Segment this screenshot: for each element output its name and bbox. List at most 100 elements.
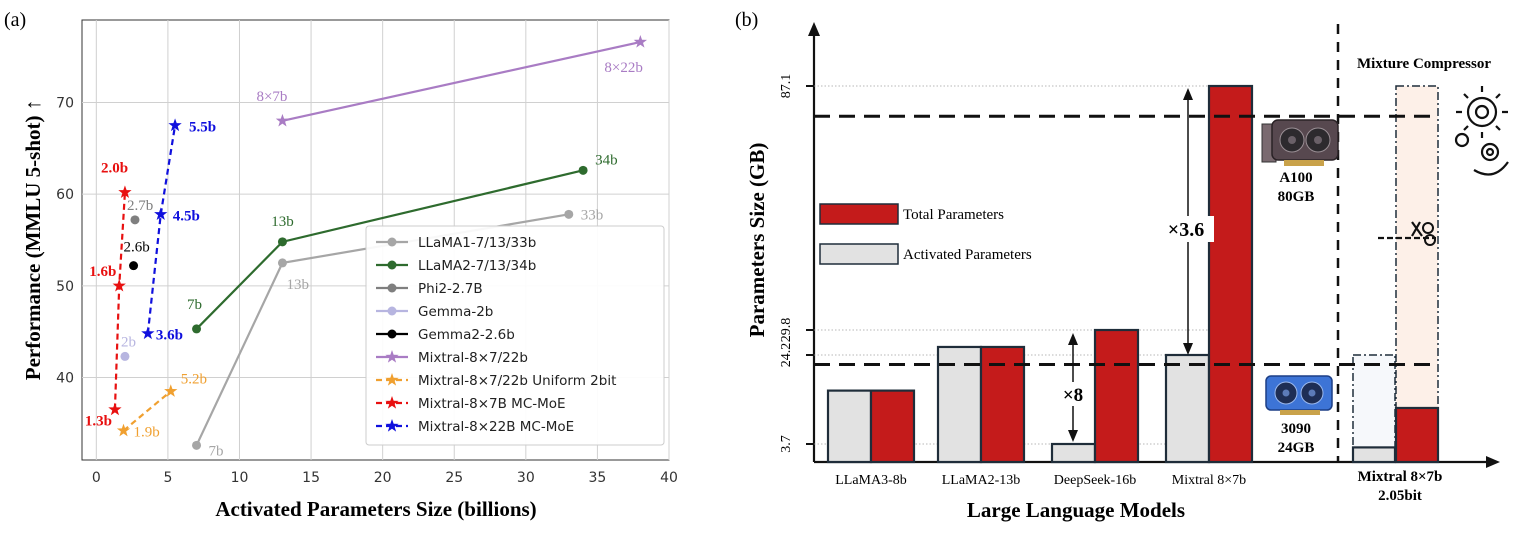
legend-entry: Mixtral-8×7B MC-MoE	[418, 396, 566, 412]
ratio-label-bg-deepseek	[1054, 382, 1092, 406]
y-ticks-b: 3.7 24.229.8 87.1	[779, 74, 814, 453]
data-point	[129, 261, 139, 271]
x-tick-label: LLaMA2-13b	[942, 473, 1021, 488]
legend-marker	[387, 237, 397, 247]
panel-b-label: (b)	[735, 9, 758, 31]
point-label: 2.7b	[127, 198, 153, 214]
legend-marker	[387, 329, 397, 339]
rtx3090-capacity: 24GB	[1278, 440, 1315, 456]
ghost-bar-total	[1395, 85, 1439, 463]
legend-marker	[387, 283, 397, 293]
compressed-bar-total	[1394, 406, 1440, 464]
series-line	[282, 40, 641, 122]
x-tick-label: DeepSeek-16b	[1054, 473, 1136, 488]
x-tick-label: LLaMA3-8b	[835, 473, 907, 488]
series-line	[122, 390, 172, 432]
gear-icon	[1454, 86, 1509, 176]
point-label: 1.6b	[89, 264, 116, 280]
data-point	[277, 258, 287, 268]
x-tick-label: 40	[660, 470, 678, 486]
data-point	[578, 165, 588, 175]
y-tick-label: 50	[56, 279, 74, 295]
x-tick-label: 5	[163, 470, 172, 486]
point-label: 8×7b	[256, 89, 287, 105]
y-tick-label: 87.1	[779, 74, 794, 99]
point-label: 1.9b	[134, 425, 160, 441]
y-axis-title-a: Performance (MMLU 5-shot) ↑	[21, 100, 45, 381]
point-label: 8×22b	[604, 60, 642, 76]
legend-marker	[387, 260, 397, 270]
ticks-a: 0 5 10 15 20 25 30 35 40 40 50 60 70	[56, 96, 678, 487]
series-4: 2.6b	[124, 240, 150, 271]
ratio-label-mixtral: ×3.6	[1168, 219, 1204, 241]
ratio-label-deepseek: ×8	[1063, 385, 1083, 406]
a100-label: A100	[1279, 170, 1312, 186]
y-axis-title-b: Parameters Size (GB)	[745, 143, 769, 338]
point-label: 2.6b	[124, 240, 150, 256]
legend-swatch-total	[819, 203, 899, 225]
x-tick-label: Mixtral 8×7b	[1172, 473, 1246, 488]
data-point	[277, 237, 287, 247]
legend-box	[365, 225, 665, 446]
x-tick-label: 10	[231, 470, 249, 486]
bar-activated	[936, 345, 983, 464]
legend-label-total: Total Parameters	[903, 207, 1004, 223]
legend-entry: Mixtral-8×7/22b Uniform 2bit	[418, 373, 616, 389]
a100-capacity: 80GB	[1278, 189, 1315, 205]
legend-entry: Mixtral-8×22B MC-MoE	[418, 419, 574, 435]
ratio-label-bg-mixtral	[1158, 216, 1214, 242]
y-tick-label: 24.2	[779, 343, 794, 368]
x-tick-label: 15	[302, 470, 320, 486]
data-point	[192, 440, 202, 450]
bar-activated	[1050, 442, 1097, 464]
bar-activated	[826, 389, 873, 464]
x-axis-arrow	[1486, 456, 1500, 468]
data-point	[120, 351, 130, 361]
y-tick-label: 29.8	[779, 318, 794, 343]
compressed-model-sublabel: 2.05bit	[1378, 488, 1422, 504]
legend-a: LLaMA1-7/13/33b LLaMA2-7/13/34b Phi2-2.7B G…	[365, 225, 665, 446]
series-2: 2.7b	[127, 198, 153, 225]
compressed-model-label: Mixtral 8×7b	[1358, 469, 1443, 485]
y-tick-label: 70	[56, 96, 74, 112]
x-tick-label: 30	[517, 470, 535, 486]
series-1: 7b 13b 34b	[187, 152, 618, 334]
mixture-compressor-title: Mixture Compressor	[1357, 56, 1491, 72]
ratio-arrowhead-bottom-mixtral	[1183, 343, 1193, 355]
x-axis-title-b: Large Language Models	[967, 498, 1185, 522]
data-point	[130, 215, 140, 225]
legend-entry: Phi2-2.7B	[418, 281, 483, 297]
point-label: 2b	[121, 334, 136, 350]
point-label: 13b	[286, 277, 309, 293]
legend-label-activated: Activated Parameters	[903, 247, 1032, 263]
legend-entry: LLaMA2-7/13/34b	[418, 258, 536, 274]
bar-total	[1093, 328, 1140, 464]
bar-total	[1207, 84, 1254, 464]
bar-activated	[1164, 353, 1211, 464]
bar-total	[869, 389, 916, 464]
bars-b	[826, 84, 1440, 464]
series-a: 7b 13b 33b 7b 13b 34b 2.7b 2b 2.6b 8×7b 8×22b 1.9b 5…	[85, 35, 648, 459]
y-tick-label: 60	[56, 187, 74, 203]
gpu-capacity-lines	[814, 114, 1438, 367]
legend-swatch-activated	[819, 243, 899, 265]
ghost-bar-activated	[1352, 354, 1396, 463]
x-tick-label: 35	[589, 470, 607, 486]
series-8: 3.6b 4.5b 5.5b	[141, 118, 216, 344]
ratio-arrowhead-top-mixtral	[1183, 88, 1193, 100]
rtx3090-label: 3090	[1281, 421, 1311, 437]
ratio-arrowhead-top-deepseek	[1068, 333, 1078, 345]
y-tick-label: 40	[56, 371, 74, 387]
panel-a-line-chart: 0 5 10 15 20 25 30 35 40 40 50 60 70 7b 13b 33b 7b 13b 34…	[21, 19, 678, 521]
point-label: 3.6b	[156, 328, 183, 344]
series-3: 2b	[120, 334, 136, 361]
point-label: 33b	[581, 207, 604, 223]
point-label: 7b	[187, 297, 202, 313]
y-tick-label: 3.7	[779, 435, 794, 453]
point-label: 4.5b	[173, 208, 200, 224]
compressed-bar-activated	[1351, 446, 1397, 464]
legend-marker	[387, 306, 397, 316]
x-ticks-b: LLaMA3-8b LLaMA2-13b DeepSeek-16b Mixtral 8…	[835, 473, 1246, 488]
data-point	[192, 324, 202, 334]
